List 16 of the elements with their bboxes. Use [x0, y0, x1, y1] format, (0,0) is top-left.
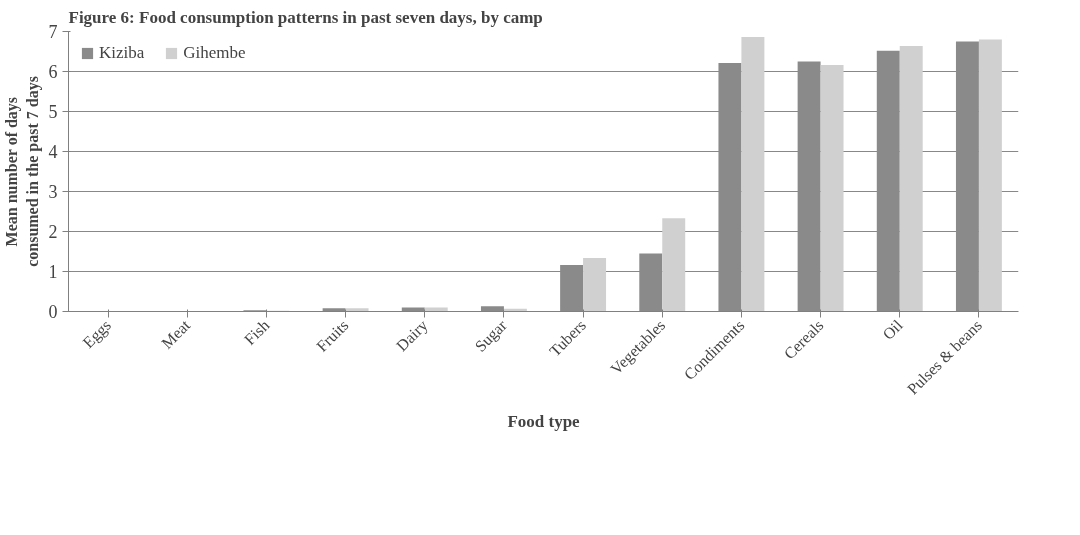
y-tick-label: 1 [48, 262, 58, 282]
y-tick-label: 4 [48, 142, 58, 162]
y-axis-title: Mean number of days consumed in the past 7 days [3, 76, 42, 267]
x-tick-label: Oil [879, 316, 907, 343]
y-tick-label: 5 [48, 102, 58, 122]
legend-label: Kiziba [99, 43, 145, 63]
x-tick-label: Eggs [79, 316, 115, 352]
y-tick-label: 0 [48, 302, 58, 322]
chart-title: Figure 6: Food consumption patterns in past seven days, by camp [68, 7, 543, 27]
y-tick-label: 2 [48, 222, 58, 242]
y-tick-label: 6 [48, 62, 58, 82]
x-axis-title: Food type [507, 411, 581, 431]
x-tick-label: Fish [240, 316, 273, 348]
legend-label: Gihembe [183, 43, 246, 63]
y-tick-label: 3 [48, 182, 58, 202]
y-tick-label: 7 [48, 22, 58, 42]
